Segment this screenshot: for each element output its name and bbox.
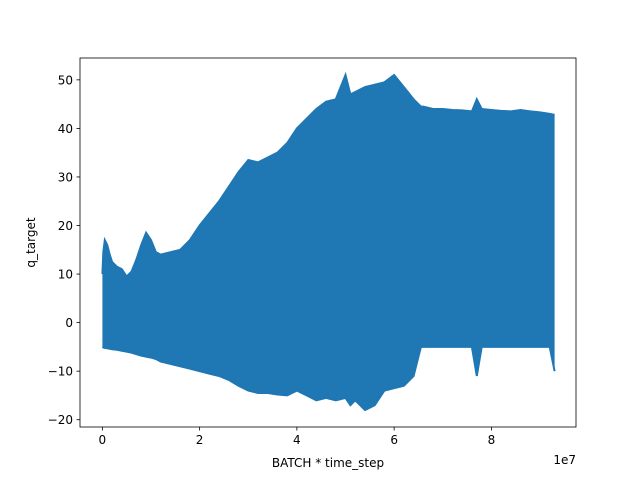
x-tick-label: 0 xyxy=(99,433,107,447)
series-q-target-upper-edge xyxy=(101,71,555,279)
y-tick-label: 30 xyxy=(58,170,73,184)
y-axis-label: q_target xyxy=(24,217,38,267)
series-q-target-band xyxy=(102,75,555,410)
x-axis-offset-label: 1e7 xyxy=(553,453,576,467)
x-tick-label: 4 xyxy=(293,433,301,447)
plot-area xyxy=(101,71,556,412)
y-tick-label: −10 xyxy=(48,365,73,379)
x-tick-label: 8 xyxy=(488,433,496,447)
x-tick-label: 2 xyxy=(196,433,204,447)
y-tick-label: 0 xyxy=(65,316,73,330)
x-axis: 0 2 4 6 8 xyxy=(99,427,496,447)
y-axis: −20 −10 0 10 20 30 40 50 xyxy=(48,73,80,427)
y-tick-label: −20 xyxy=(48,413,73,427)
y-tick-label: 50 xyxy=(58,73,73,87)
y-tick-label: 40 xyxy=(58,122,73,136)
x-axis-label: BATCH * time_step xyxy=(272,456,384,470)
y-tick-label: 20 xyxy=(58,219,73,233)
series-q-target-lower-edge xyxy=(101,345,556,412)
axes-frame xyxy=(79,57,577,428)
x-tick-label: 6 xyxy=(390,433,398,447)
y-tick-label: 10 xyxy=(58,268,73,282)
